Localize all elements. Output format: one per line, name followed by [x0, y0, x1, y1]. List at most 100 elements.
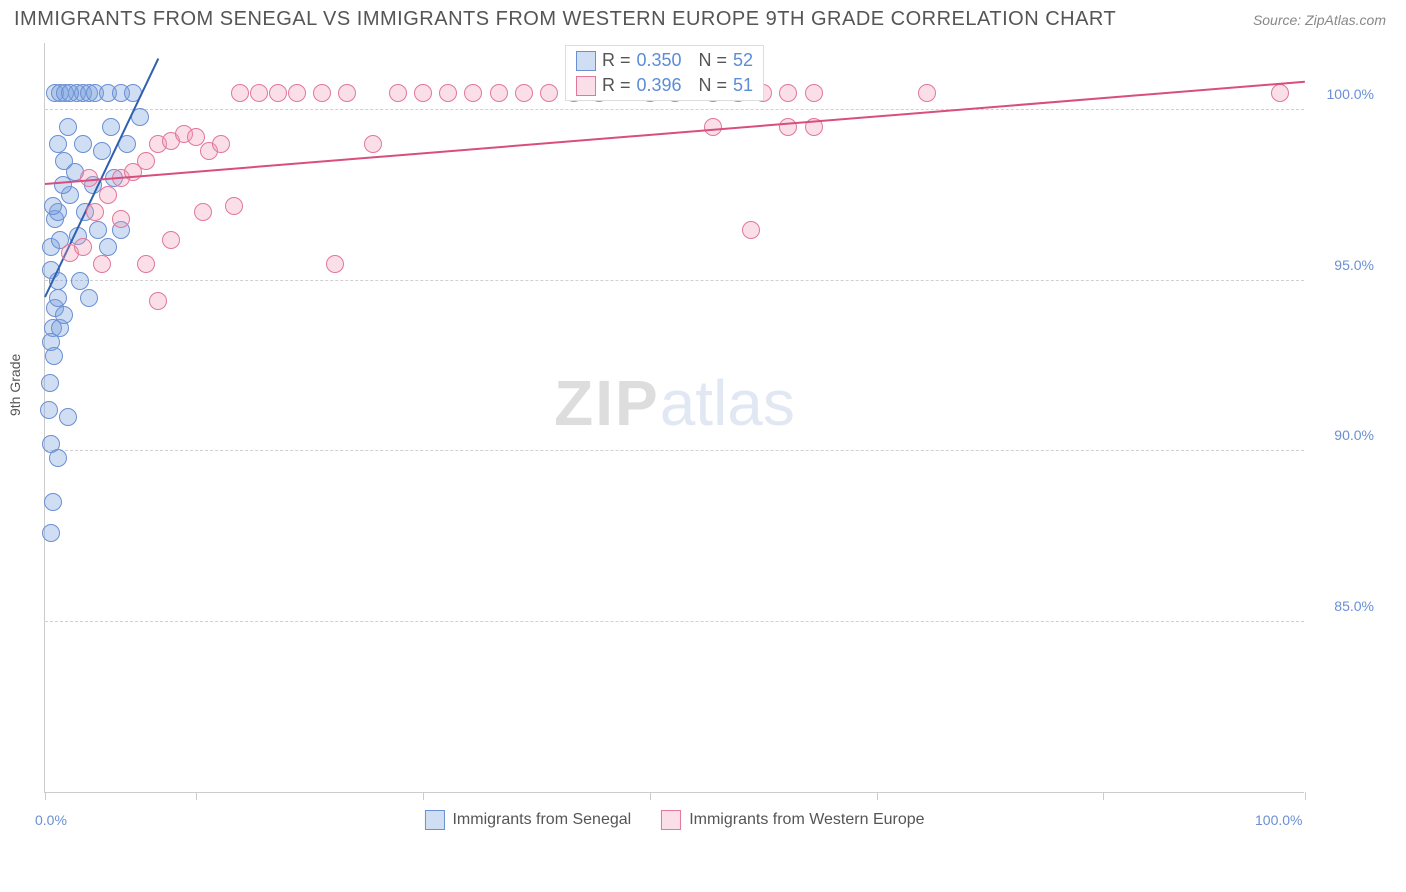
- series-swatch: [576, 76, 596, 96]
- scatter-chart: 9th Grade ZIPatlas 85.0%90.0%95.0%100.0%…: [44, 43, 1304, 793]
- chart-title: IMMIGRANTS FROM SENEGAL VS IMMIGRANTS FR…: [14, 8, 1116, 31]
- scatter-point: [59, 118, 77, 136]
- scatter-point: [99, 186, 117, 204]
- y-tick-label: 85.0%: [1334, 598, 1374, 614]
- scatter-point: [490, 84, 508, 102]
- gridline: [45, 109, 1304, 110]
- y-tick-label: 95.0%: [1334, 257, 1374, 273]
- y-axis-title: 9th Grade: [7, 353, 23, 415]
- r-value: 0.396: [637, 75, 693, 96]
- x-tick: [1103, 792, 1104, 800]
- scatter-point: [149, 292, 167, 310]
- scatter-point: [42, 524, 60, 542]
- scatter-point: [74, 135, 92, 153]
- x-tick: [45, 792, 46, 800]
- scatter-point: [313, 84, 331, 102]
- gridline: [45, 280, 1304, 281]
- watermark: ZIPatlas: [554, 366, 795, 440]
- scatter-point: [779, 84, 797, 102]
- scatter-point: [464, 84, 482, 102]
- scatter-point: [338, 84, 356, 102]
- scatter-point: [93, 255, 111, 273]
- n-label: N =: [699, 75, 728, 96]
- x-tick-label: 0.0%: [35, 812, 67, 828]
- n-value: 51: [733, 75, 753, 96]
- scatter-point: [55, 152, 73, 170]
- scatter-point: [540, 84, 558, 102]
- n-label: N =: [699, 50, 728, 71]
- x-tick: [877, 792, 878, 800]
- scatter-point: [40, 401, 58, 419]
- scatter-point: [89, 221, 107, 239]
- scatter-point: [805, 84, 823, 102]
- scatter-point: [250, 84, 268, 102]
- scatter-point: [162, 231, 180, 249]
- scatter-point: [49, 135, 67, 153]
- watermark-zip: ZIP: [554, 367, 660, 439]
- series-legend: Immigrants from Senegal Immigrants from W…: [424, 810, 924, 830]
- scatter-point: [326, 255, 344, 273]
- legend-label: Immigrants from Senegal: [452, 811, 631, 829]
- scatter-point: [45, 347, 63, 365]
- scatter-point: [137, 152, 155, 170]
- scatter-point: [779, 118, 797, 136]
- y-tick-label: 90.0%: [1334, 427, 1374, 443]
- legend-item: Immigrants from Senegal: [424, 810, 631, 830]
- scatter-point: [44, 197, 62, 215]
- scatter-point: [71, 272, 89, 290]
- scatter-point: [112, 210, 130, 228]
- scatter-point: [194, 203, 212, 221]
- scatter-point: [54, 176, 72, 194]
- gridline: [45, 621, 1304, 622]
- scatter-point: [515, 84, 533, 102]
- scatter-point: [41, 374, 59, 392]
- scatter-point: [80, 289, 98, 307]
- scatter-point: [137, 255, 155, 273]
- x-tick-label: 100.0%: [1255, 812, 1302, 828]
- scatter-point: [93, 142, 111, 160]
- scatter-point: [269, 84, 287, 102]
- y-tick-label: 100.0%: [1327, 86, 1374, 102]
- n-value: 52: [733, 50, 753, 71]
- scatter-point: [49, 289, 67, 307]
- chart-header: IMMIGRANTS FROM SENEGAL VS IMMIGRANTS FR…: [0, 0, 1406, 37]
- x-tick: [423, 792, 424, 800]
- scatter-point: [918, 84, 936, 102]
- gridline: [45, 450, 1304, 451]
- scatter-point: [74, 238, 92, 256]
- scatter-point: [225, 197, 243, 215]
- legend-label: Immigrants from Western Europe: [689, 811, 924, 829]
- scatter-point: [49, 449, 67, 467]
- scatter-point: [742, 221, 760, 239]
- stats-row: R = 0.396 N =51: [572, 73, 757, 98]
- scatter-point: [231, 84, 249, 102]
- series-swatch: [424, 810, 444, 830]
- scatter-point: [55, 306, 73, 324]
- series-swatch: [576, 51, 596, 71]
- scatter-point: [439, 84, 457, 102]
- x-tick: [1305, 792, 1306, 800]
- legend-item: Immigrants from Western Europe: [661, 810, 924, 830]
- scatter-point: [212, 135, 230, 153]
- scatter-point: [1271, 84, 1289, 102]
- series-swatch: [661, 810, 681, 830]
- r-label: R =: [602, 75, 631, 96]
- scatter-point: [86, 203, 104, 221]
- scatter-point: [59, 408, 77, 426]
- scatter-point: [61, 84, 79, 102]
- source-attribution: Source: ZipAtlas.com: [1253, 12, 1386, 28]
- r-label: R =: [602, 50, 631, 71]
- stats-legend: R = 0.350 N =52 R = 0.396 N =51: [565, 45, 764, 101]
- scatter-point: [44, 493, 62, 511]
- scatter-point: [102, 118, 120, 136]
- x-tick: [196, 792, 197, 800]
- scatter-point: [99, 238, 117, 256]
- scatter-point: [414, 84, 432, 102]
- x-tick: [650, 792, 651, 800]
- r-value: 0.350: [637, 50, 693, 71]
- scatter-point: [288, 84, 306, 102]
- scatter-point: [364, 135, 382, 153]
- stats-row: R = 0.350 N =52: [572, 48, 757, 73]
- scatter-point: [389, 84, 407, 102]
- watermark-atlas: atlas: [660, 367, 795, 439]
